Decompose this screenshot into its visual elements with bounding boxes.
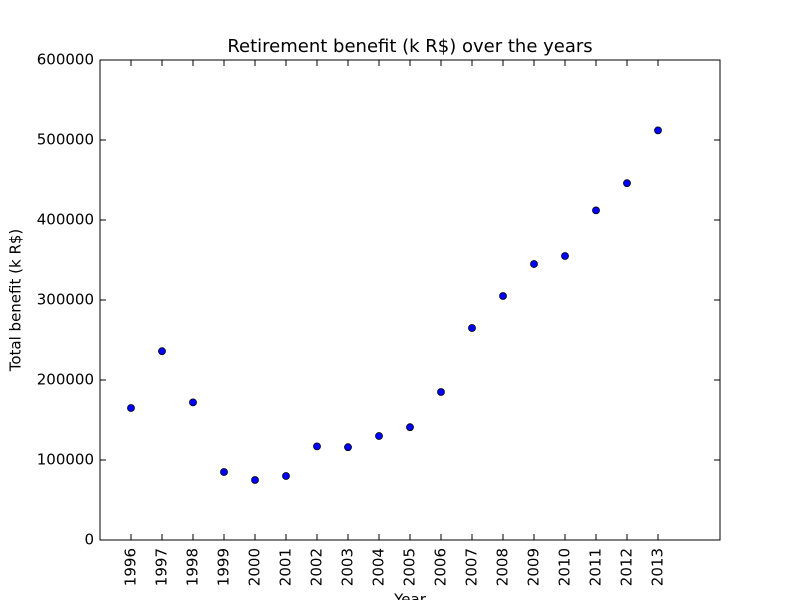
point — [158, 347, 166, 356]
x-tick-label: 2000 — [246, 548, 264, 586]
plot-frame — [99, 59, 721, 541]
x-tick-label: 2005 — [401, 548, 419, 586]
point — [530, 260, 538, 268]
chart-title: Retirement benefit (k R$) over the years — [227, 36, 592, 57]
x-tick-label: 2008 — [494, 548, 512, 586]
point — [282, 472, 290, 480]
x-tick-label: 1996 — [122, 548, 140, 586]
x-tick-label: 2011 — [587, 548, 605, 586]
point — [344, 443, 352, 452]
point — [313, 442, 321, 451]
x-tick-label: 2013 — [649, 548, 667, 586]
x-tick-label: 2003 — [339, 548, 357, 586]
point — [189, 398, 197, 407]
point — [561, 252, 569, 260]
x-tick-label: 2010 — [556, 548, 574, 586]
y-axis-label: Total benefit (k R$) — [7, 229, 25, 373]
point — [499, 292, 507, 300]
x-tick-label: 1997 — [153, 548, 171, 586]
y-tick-label: 200000 — [37, 371, 94, 389]
x-tick-label: 2004 — [370, 548, 388, 586]
x-tick-label: 1998 — [184, 548, 202, 586]
x-tick-label: 2007 — [463, 548, 481, 586]
point — [623, 179, 631, 188]
x-axis-label: Year — [393, 591, 427, 600]
point — [127, 404, 135, 412]
point — [406, 423, 414, 432]
y-tick-label: 500000 — [37, 131, 94, 149]
point — [654, 126, 662, 135]
point — [375, 432, 383, 440]
point — [220, 468, 228, 476]
x-tick-label: 2006 — [432, 548, 450, 586]
y-tick-label: 0 — [84, 531, 94, 549]
x-tick-label: 2012 — [618, 548, 636, 586]
point — [468, 324, 476, 332]
y-tick-label: 100000 — [37, 451, 94, 469]
y-tick-label: 600000 — [37, 51, 94, 69]
point — [437, 388, 445, 396]
x-tick-label: 2002 — [308, 548, 326, 586]
y-tick-label: 300000 — [37, 291, 94, 309]
x-tick-label: 2001 — [277, 548, 295, 586]
point — [592, 206, 600, 215]
x-tick-label: 1999 — [215, 548, 233, 586]
x-tick-label: 2009 — [525, 548, 543, 586]
y-tick-label: 400000 — [37, 211, 94, 229]
point — [251, 476, 259, 484]
